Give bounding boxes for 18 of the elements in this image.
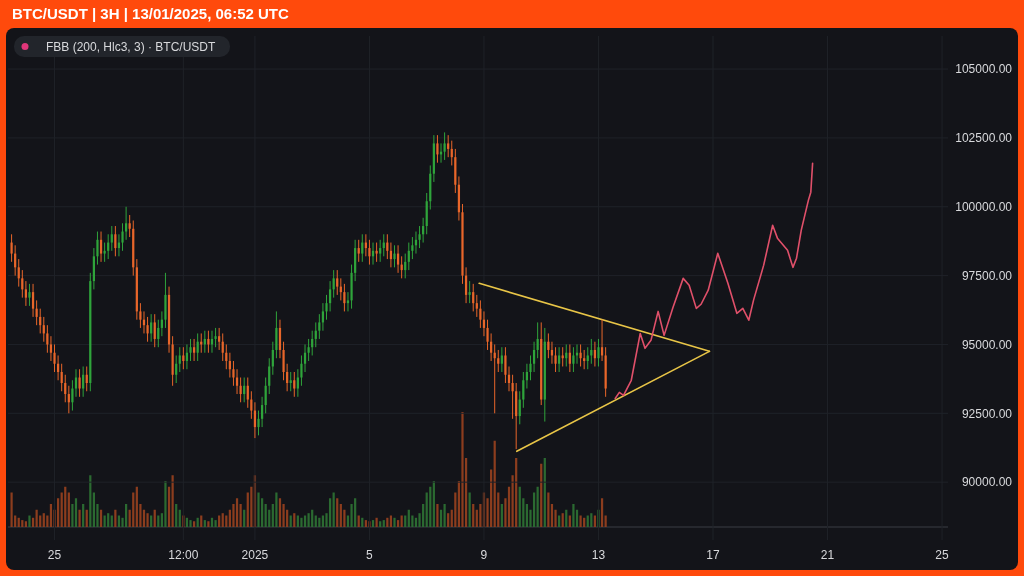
y-tick-label: 105000.00: [955, 62, 1013, 77]
x-tick-label: 25: [935, 548, 950, 562]
x-tick-label: 17: [706, 548, 720, 562]
y-tick-label: 95000.00: [961, 337, 1013, 352]
chart-title: BTC/USDT | 3H | 13/01/2025, 06:52 UTC: [12, 5, 289, 22]
x-tick-label: 9: [480, 548, 488, 562]
y-tick-label: 102500.00: [955, 131, 1013, 146]
annotation: FBB (200, Hlc3, 3) · BTC/USDT: [46, 40, 217, 54]
x-tick-label: 25: [47, 548, 62, 562]
x-tick-label: 2025: [241, 548, 269, 562]
y-tick-label: 97500.00: [961, 268, 1013, 283]
y-tick-label: 92500.00: [961, 406, 1013, 421]
y-tick-label: 90000.00: [961, 475, 1013, 490]
x-tick-label: 21: [820, 548, 835, 562]
y-tick-label: 100000.00: [955, 199, 1013, 214]
x-tick-label: 12:00: [168, 548, 199, 562]
x-tick-label: 13: [591, 548, 606, 562]
x-tick-label: 5: [366, 548, 374, 562]
